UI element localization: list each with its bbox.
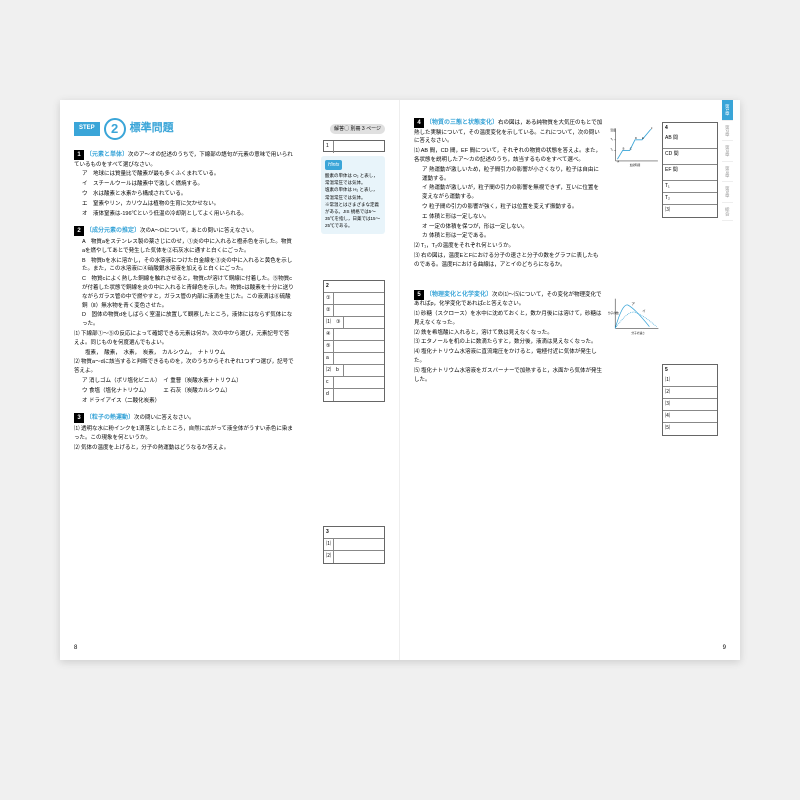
svg-text:E: E	[642, 136, 644, 140]
sidebar-ch1[interactable]: 第1章	[722, 100, 733, 121]
svg-text:加熱時間: 加熱時間	[630, 163, 641, 167]
ans1-label: 1	[324, 141, 334, 153]
sidebar-ch4[interactable]: 第4章	[722, 162, 733, 183]
svg-text:T₂: T₂	[610, 137, 613, 141]
step-header: STEP 2 標準問題 解答◯ 別冊 3 ページ	[74, 118, 385, 140]
right-page: 4〔物質の三態と状態変化〕右の図は，ある純物質を大気圧のもとで加熱した実験につい…	[400, 100, 740, 660]
step-title: 標準問題	[130, 120, 174, 138]
svg-text:分子の速さ: 分子の速さ	[631, 331, 645, 335]
svg-text:ア: ア	[631, 301, 635, 306]
svg-text:T₁: T₁	[610, 147, 613, 151]
question-4: 4〔物質の三態と状態変化〕右の図は，ある純物質を大気圧のもとで加熱した実験につい…	[414, 118, 604, 270]
q1-num: 1	[74, 150, 84, 160]
sidebar-ch5[interactable]: 第5章	[722, 182, 733, 203]
question-5: 5〔物理変化と化学変化〕次の⑴〜⑸について，その変化が物理変化であればp，化学変…	[414, 290, 604, 385]
answer-ref: 解答◯ 別冊 3 ページ	[330, 124, 385, 134]
question-1: 1〔元素と単体〕次のア〜オの記述のうちで，下線部の語句が元素の意味で用いられてい…	[74, 150, 294, 218]
hint-box: Hints 酸素の単体は O₂ と表し，常温常圧では気体。 塩素の単体は H₂ …	[321, 156, 385, 234]
question-2: 2〔成分元素の推定〕次のA〜Dについて，あとの問いに答えなさい。 A 物質aをス…	[74, 226, 294, 405]
left-page: STEP 2 標準問題 解答◯ 別冊 3 ページ 1〔元素と単体〕次のア〜オの記…	[60, 100, 400, 660]
answer-box-3: 3 ⑴ ⑵	[323, 526, 385, 564]
step-label: STEP	[74, 122, 100, 136]
chapter-sidebar: 第1章 第2章 第3章 第4章 第5章 総合	[722, 100, 740, 660]
svg-text:F: F	[651, 126, 653, 130]
svg-text:D: D	[635, 136, 637, 140]
svg-text:分子の数: 分子の数	[608, 311, 619, 315]
sidebar-ch2[interactable]: 第2章	[722, 121, 733, 142]
answer-box-5: 5 ⑴ ⑵ ⑶ ⑷ ⑸	[662, 364, 718, 436]
svg-text:C: C	[630, 147, 632, 151]
textbook-spread: STEP 2 標準問題 解答◯ 別冊 3 ページ 1〔元素と単体〕次のア〜オの記…	[60, 100, 740, 660]
svg-text:B: B	[623, 147, 625, 151]
svg-text:イ: イ	[642, 309, 646, 313]
page-num-left: 8	[74, 644, 77, 654]
molecular-speed-chart: ア イ 分子の速さ 分子の数	[608, 296, 662, 336]
answer-box-4: 4 AB 間 CD 間 EF 間 T₁ T₂ ⑶	[662, 122, 718, 218]
answer-box-1: 1	[323, 140, 385, 152]
page-num-right: 9	[723, 644, 726, 654]
answer-box-2: 2 ① ② ⑴③ ④ ⑤ a ⑵b c d	[323, 280, 385, 402]
question-3: 3〔粒子の熱運動〕次の問いに答えなさい。 ⑴ 透明な水に粉インクを1滴落としたと…	[74, 413, 294, 452]
svg-text:温度: 温度	[610, 128, 616, 132]
sidebar-ch3[interactable]: 第3章	[722, 141, 733, 162]
svg-text:A: A	[617, 160, 619, 164]
sidebar-total[interactable]: 総合	[722, 203, 733, 221]
step-number: 2	[104, 118, 126, 140]
heating-curve-chart: A B C D E F T₂ T₁ 加熱時間 温度	[608, 124, 662, 168]
